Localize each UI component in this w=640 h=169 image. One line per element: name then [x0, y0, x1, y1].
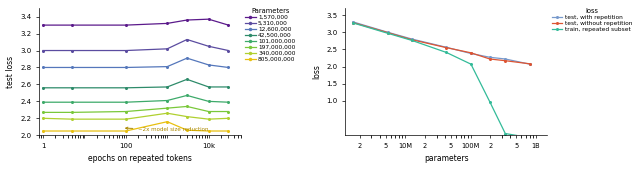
test, without repetition: [443, 47, 451, 49]
train, repeated subset: [467, 63, 475, 65]
test, with repetition: [467, 53, 475, 55]
test, without repetition: [349, 22, 357, 24]
test, without repetition: [384, 32, 392, 34]
train, repeated subset: [443, 51, 451, 53]
train, repeated subset: [486, 101, 493, 103]
test, with repetition: [526, 63, 534, 65]
test, with repetition: [486, 56, 493, 58]
Line: train, repeated subset: train, repeated subset: [351, 21, 531, 139]
Legend: 1,570,000, 5,310,000, 12,600,000, 42,500,000, 101,000,000, 197,000,000, 340,000,: 1,570,000, 5,310,000, 12,600,000, 42,500…: [243, 6, 298, 64]
test, without repetition: [486, 58, 493, 60]
X-axis label: parameters: parameters: [424, 154, 468, 163]
test, with repetition: [349, 21, 357, 23]
train, repeated subset: [408, 39, 416, 41]
train, repeated subset: [349, 22, 357, 24]
test, without repetition: [467, 52, 475, 54]
Legend: test, with repetition, test, without repetition, train, repeated subset: test, with repetition, test, without rep…: [549, 6, 634, 34]
Y-axis label: loss: loss: [312, 64, 321, 79]
Text: ~2x model size reduction: ~2x model size reduction: [125, 127, 209, 132]
test, with repetition: [443, 46, 451, 48]
train, repeated subset: [384, 32, 392, 34]
test, with repetition: [384, 31, 392, 33]
test, with repetition: [408, 38, 416, 40]
test, without repetition: [408, 39, 416, 41]
Line: test, with repetition: test, with repetition: [351, 20, 531, 66]
train, repeated subset: [502, 132, 509, 135]
X-axis label: epochs on repeated tokens: epochs on repeated tokens: [88, 154, 192, 163]
test, without repetition: [502, 60, 509, 62]
Y-axis label: test loss: test loss: [6, 56, 15, 88]
train, repeated subset: [526, 137, 534, 139]
test, without repetition: [526, 63, 534, 65]
Line: test, without repetition: test, without repetition: [351, 21, 531, 65]
test, with repetition: [502, 58, 509, 60]
